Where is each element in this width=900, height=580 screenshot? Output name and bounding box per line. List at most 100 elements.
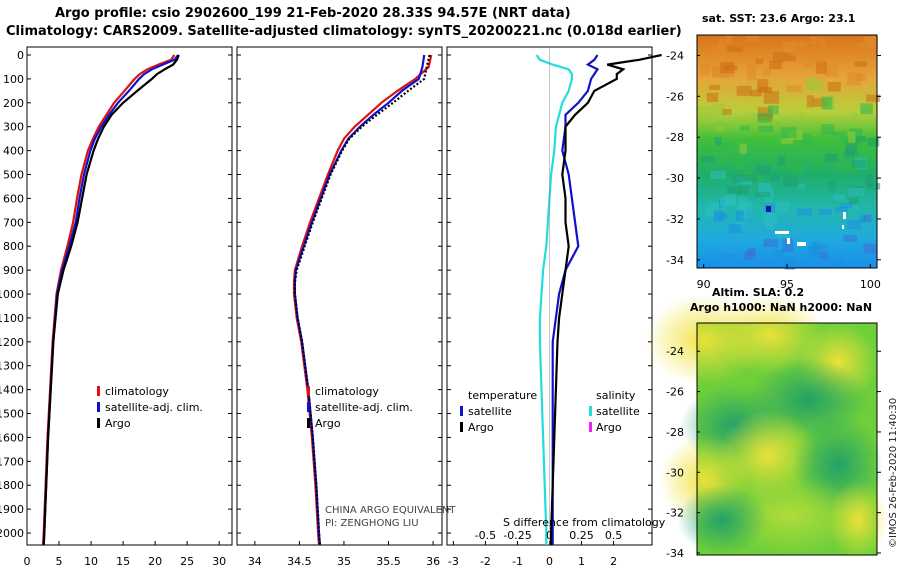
sst-pixel <box>740 125 750 131</box>
s-tick-label: 0.5 <box>605 529 623 542</box>
sst-pixel <box>722 142 734 149</box>
lat-tick-label: -26 <box>666 386 684 399</box>
sst-pixel <box>712 103 725 117</box>
sst-pixel <box>860 103 873 114</box>
sst-pixel <box>852 159 866 168</box>
sst-pixel <box>714 210 725 222</box>
sst-pixel <box>792 40 802 48</box>
sst-pixel <box>700 155 716 162</box>
legend-label: satellite-adj. clim. <box>105 401 203 414</box>
sst-pixel <box>824 64 839 77</box>
sst-pixel <box>743 168 752 181</box>
sst-pixel <box>711 50 721 56</box>
sst-pixel <box>800 133 812 147</box>
x-tick-label: 2 <box>610 555 617 568</box>
x-tick-label: 34.5 <box>287 555 312 568</box>
sst-pixel <box>843 235 857 242</box>
sst-pixel <box>818 38 826 46</box>
sst-gap <box>843 212 846 219</box>
sst-pixel <box>827 181 836 191</box>
legend-swatch <box>307 386 310 396</box>
sst-pixel <box>745 35 760 43</box>
sst-pixel <box>818 208 832 215</box>
legend-title-salinity: salinity <box>596 389 636 402</box>
depth-tick-label: 1800 <box>0 479 24 492</box>
sst-pixel <box>743 251 752 260</box>
sst-pixel <box>802 61 813 68</box>
sst-pixel <box>848 131 856 145</box>
legend-swatch <box>307 418 310 428</box>
depth-tick-label: 300 <box>3 121 24 134</box>
sst-pixel <box>741 174 748 182</box>
sst-pixel <box>806 77 815 90</box>
sst-pixel <box>755 58 764 65</box>
depth-tick-label: 1200 <box>0 336 24 349</box>
legend-label: Argo <box>468 421 494 434</box>
sst-pixel <box>773 250 784 260</box>
lat-tick-label: -30 <box>666 172 684 185</box>
sst-pixel <box>763 212 777 223</box>
sst-pixel <box>855 72 867 82</box>
sst-pixel <box>763 238 779 248</box>
sst-pixel <box>849 112 859 118</box>
sst-pixel <box>821 96 833 110</box>
sst-pixel <box>815 61 827 74</box>
lat-tick-label: -32 <box>666 507 684 520</box>
series-line-argo <box>293 54 431 546</box>
sst-pixel <box>827 82 841 92</box>
sst-pixel <box>798 112 806 122</box>
sst-pixel <box>834 206 848 213</box>
sst-pixel <box>841 136 850 144</box>
sst-pixel <box>847 220 861 229</box>
series-line-temperature-satellite <box>551 54 600 545</box>
sst-pixel <box>832 194 845 201</box>
sst-pixel <box>731 153 738 167</box>
sst-pixel <box>745 112 759 122</box>
legend-swatch <box>307 402 310 412</box>
x-tick-label: 5 <box>56 555 63 568</box>
sla-blob <box>828 480 888 560</box>
sst-pixel <box>866 94 881 102</box>
legend-label: satellite-adj. clim. <box>315 401 413 414</box>
sst-pixel <box>863 243 878 254</box>
sst-pixel <box>747 70 757 81</box>
legend-label: Argo <box>596 421 622 434</box>
sst-pixel <box>832 131 846 138</box>
sst-pixel <box>762 55 771 61</box>
sst-pixel <box>757 107 773 118</box>
sst-pixel <box>800 41 808 49</box>
depth-tick-label: 100 <box>3 73 24 86</box>
title-line-1: Argo profile: csio 2902600_199 21-Feb-20… <box>55 6 571 21</box>
sst-pixel <box>706 92 719 103</box>
lat-tick-label: -34 <box>666 254 684 267</box>
sst-pixel <box>724 56 735 66</box>
sst-dark-pixel <box>766 206 771 212</box>
series-line-temperature-argo <box>549 53 662 545</box>
sst-pixel <box>859 55 867 62</box>
depth-tick-label: 1000 <box>0 288 24 301</box>
sst-pixel <box>806 95 814 108</box>
depth-tick-label: 1500 <box>0 408 24 421</box>
sst-pixel <box>782 41 796 53</box>
sst-pixel <box>807 246 820 258</box>
sst-pixel <box>762 68 771 76</box>
sst-pixel <box>702 146 714 152</box>
x-tick-label: -3 <box>448 555 459 568</box>
legend-label: satellite <box>468 405 512 418</box>
sst-pixel <box>797 208 813 216</box>
sst-pixel <box>722 253 737 260</box>
sst-pixel <box>867 137 880 147</box>
sst-pixel <box>757 113 772 123</box>
sst-pixel <box>713 65 727 78</box>
lat-tick-label: -28 <box>666 426 684 439</box>
sst-pixel <box>813 157 822 166</box>
sst-pixel <box>849 187 865 196</box>
legend-swatch <box>97 418 100 428</box>
x-tick-label: 34 <box>248 555 262 568</box>
series-line-satellite-adj-clim- <box>42 54 180 546</box>
sst-pixel <box>778 155 786 167</box>
sst-pixel <box>725 35 733 44</box>
sst-pixel <box>845 142 858 155</box>
s-tick-label: -0.5 <box>475 529 496 542</box>
